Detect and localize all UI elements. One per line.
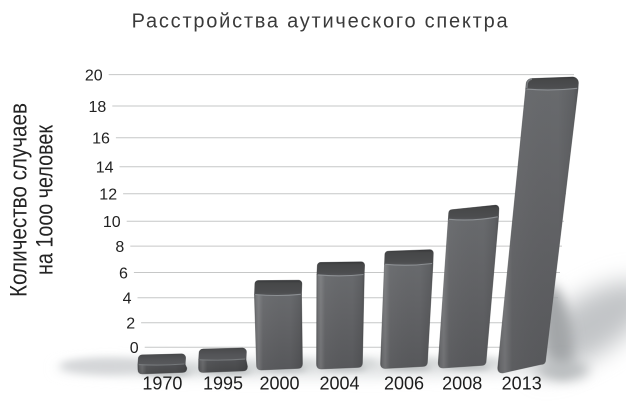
svg-text:8: 8	[115, 239, 124, 256]
svg-text:10: 10	[103, 214, 121, 231]
svg-text:Количество случаев: Количество случаев	[6, 103, 33, 297]
svg-text:2008: 2008	[442, 374, 482, 394]
svg-text:0: 0	[130, 340, 139, 357]
svg-text:20: 20	[85, 68, 103, 85]
svg-text:на 1ооо человек: на 1ооо человек	[32, 125, 59, 275]
svg-text:12: 12	[99, 187, 117, 204]
svg-text:2000: 2000	[259, 374, 299, 394]
svg-text:2006: 2006	[384, 374, 424, 394]
svg-text:Расстройства аутического спект: Расстройства аутического спектра	[132, 11, 509, 33]
svg-text:2: 2	[126, 316, 135, 333]
svg-text:1995: 1995	[203, 374, 243, 394]
svg-text:6: 6	[119, 265, 128, 282]
svg-text:2004: 2004	[319, 374, 359, 394]
svg-text:14: 14	[96, 160, 114, 177]
svg-text:4: 4	[123, 291, 132, 308]
svg-text:2013: 2013	[502, 374, 542, 394]
svg-text:16: 16	[92, 131, 110, 148]
svg-text:1970: 1970	[142, 374, 182, 394]
svg-text:18: 18	[89, 99, 107, 116]
